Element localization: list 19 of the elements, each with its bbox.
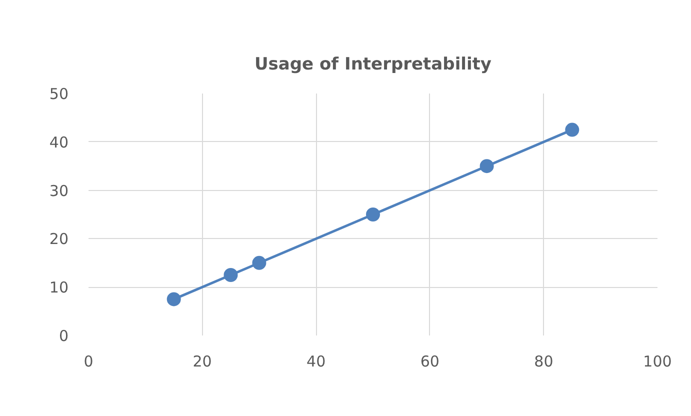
x-tick-label: 20 [192,352,212,370]
y-tick-label: 10 [49,278,69,297]
y-tick-label: 0 [58,327,69,345]
x-tick-label: 40 [306,352,326,370]
chart-title: Usage of Interpretability [254,54,492,74]
x-tick-label: 0 [84,352,94,370]
y-tick-label: 40 [49,133,69,152]
x-tick-label: 60 [420,352,440,370]
x-tick-label: 80 [534,352,554,370]
point [252,256,266,270]
y-tick-label: 20 [49,230,69,248]
point [366,208,380,222]
point [224,268,238,282]
point [565,122,580,137]
point [480,159,494,174]
point [166,292,181,306]
y-tick-label: 50 [49,85,69,103]
x-tick-label: 100 [643,352,672,370]
y-tick-label: 30 [49,182,69,200]
